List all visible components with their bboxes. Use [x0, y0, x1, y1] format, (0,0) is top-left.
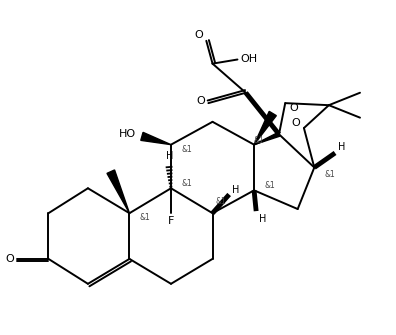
Text: OH: OH — [240, 54, 258, 64]
Polygon shape — [141, 132, 171, 145]
Text: F: F — [168, 216, 174, 226]
Text: H: H — [232, 185, 239, 195]
Text: &1: &1 — [181, 179, 192, 188]
Polygon shape — [254, 132, 280, 145]
Text: H: H — [338, 142, 345, 152]
Polygon shape — [254, 111, 276, 145]
Text: H: H — [166, 151, 173, 161]
Text: O: O — [196, 96, 205, 106]
Text: O: O — [194, 29, 203, 40]
Text: &1: &1 — [325, 171, 335, 180]
Text: &1: &1 — [181, 145, 192, 154]
Text: &1: &1 — [265, 181, 275, 190]
Text: HO: HO — [119, 129, 136, 139]
Text: &1: &1 — [254, 136, 265, 145]
Text: &1: &1 — [215, 197, 226, 206]
Text: O: O — [289, 103, 298, 113]
Text: &1: &1 — [140, 213, 150, 222]
Text: H: H — [259, 214, 266, 223]
Polygon shape — [107, 170, 129, 213]
Text: O: O — [291, 118, 300, 128]
Text: O: O — [6, 254, 14, 264]
